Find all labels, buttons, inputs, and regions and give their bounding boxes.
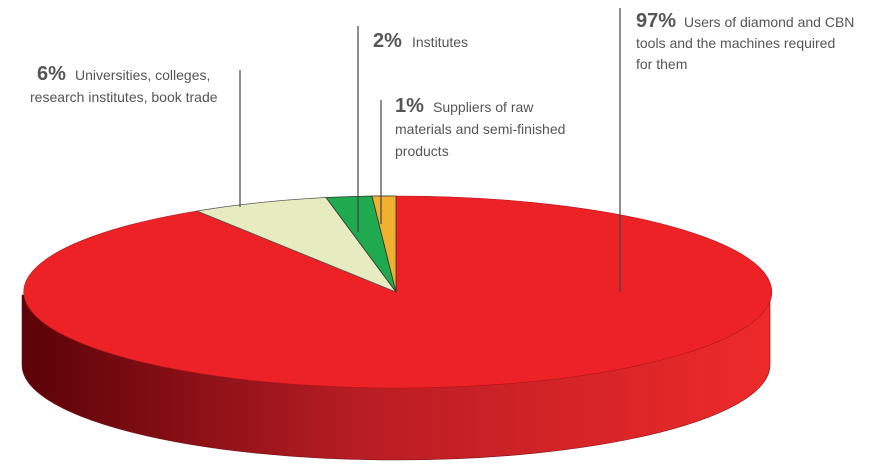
label-6-line-1: Universities, colleges, [75, 67, 210, 83]
slice-universities-colleges [195, 197, 398, 293]
label-1-line-1: Suppliers of raw [433, 99, 534, 115]
label-97: 97% Users of diamond and CBN tools and t… [636, 10, 854, 72]
label-6-line-2: research institutes, book trade [30, 89, 218, 105]
slice-suppliers-of-raw-materials [371, 195, 397, 293]
label-1: 1% Suppliers of raw materials and semi-f… [395, 95, 565, 159]
label-1-line-2: materials and semi-finished [395, 121, 565, 137]
label-97-percent: 97% [636, 10, 676, 32]
label-6: 6% Universities, colleges, research inst… [30, 63, 218, 105]
label-97-line-1: Users of diamond and CBN [684, 14, 854, 30]
label-2: 2% Institutes [373, 30, 468, 52]
label-1-percent: 1% [395, 95, 424, 117]
label-2-percent: 2% [373, 30, 402, 52]
label-1-line-3: products [395, 143, 449, 159]
label-97-line-2: tools and the machines required [636, 35, 835, 51]
label-6-percent: 6% [37, 63, 66, 85]
slice-users-of-diamond-and-cbn-tools [23, 195, 772, 389]
label-2-line-1: Institutes [412, 34, 468, 50]
label-97-line-3: for them [636, 56, 687, 72]
pie-slices [23, 195, 772, 389]
